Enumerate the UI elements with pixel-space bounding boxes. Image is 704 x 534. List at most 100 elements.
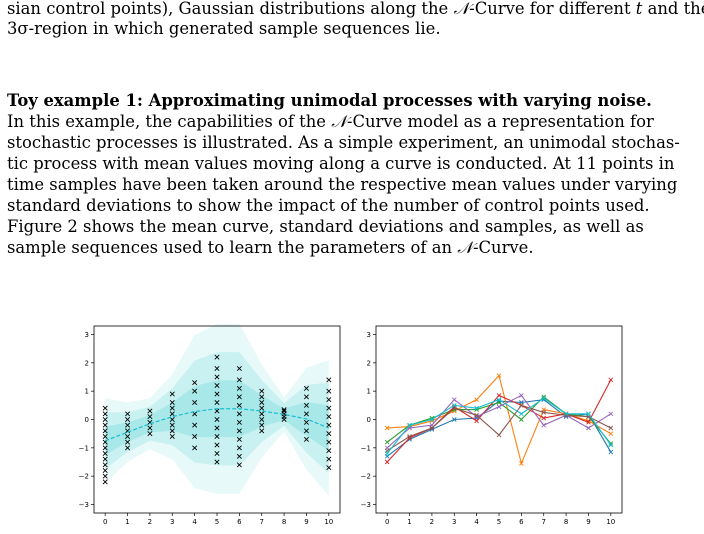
paragraph-line-2: In this example, the capabilities of the… bbox=[7, 112, 654, 132]
sample-marker bbox=[303, 394, 309, 400]
figure-right-sequences-plot: 0 1 2 3 4 5 6 7 8 9 10 −3 −2 −1 0 1 2 3 bbox=[361, 325, 623, 526]
sequence-point bbox=[474, 405, 479, 411]
sequence-line-1 bbox=[386, 399, 612, 457]
sample-marker bbox=[281, 407, 287, 413]
paragraph-line-3: stochastic processes is illustrated. As … bbox=[7, 133, 680, 152]
x-tick-label: 8 bbox=[282, 518, 286, 526]
sequence-point bbox=[586, 411, 591, 417]
x-tick-label: 2 bbox=[148, 518, 152, 526]
sample-marker bbox=[259, 388, 265, 394]
sample-marker bbox=[236, 377, 242, 383]
sequence-point bbox=[608, 431, 614, 436]
sample-marker bbox=[125, 422, 131, 428]
sample-marker bbox=[259, 405, 265, 411]
x-tick-label: 2 bbox=[430, 518, 434, 526]
x-tick-label: 5 bbox=[215, 518, 219, 526]
sample-marker bbox=[259, 394, 265, 400]
y-tick-label: 2 bbox=[367, 359, 371, 367]
para2-text-b: -Curve model as a representation for bbox=[346, 112, 654, 131]
y-tick-label: −2 bbox=[79, 473, 89, 481]
paragraph-heading: Toy example 1: Approximating unimodal pr… bbox=[7, 91, 652, 110]
x-tick-label: 3 bbox=[170, 518, 174, 526]
y-tick-label: 3 bbox=[85, 331, 89, 339]
caption-line-1: sian control points), Gaussian distribut… bbox=[7, 0, 704, 19]
sample-marker bbox=[102, 479, 108, 485]
sample-marker bbox=[326, 414, 332, 420]
x-tick-label: 6 bbox=[237, 518, 242, 526]
n-curve-symbol: 𝒩 bbox=[457, 238, 473, 257]
sample-marker bbox=[192, 433, 198, 440]
caption-text-b: -Curve for different bbox=[469, 0, 636, 18]
sample-marker bbox=[259, 399, 265, 406]
sequence-point bbox=[608, 442, 614, 448]
sample-marker bbox=[236, 428, 242, 434]
sample-marker bbox=[125, 411, 131, 417]
x-tick-label: 0 bbox=[385, 518, 389, 526]
sample-marker bbox=[147, 425, 153, 431]
sample-marker bbox=[281, 408, 287, 414]
y-tick-label: −3 bbox=[79, 501, 89, 509]
sample-marker bbox=[326, 422, 332, 428]
sample-marker bbox=[326, 465, 332, 471]
sample-marker bbox=[259, 422, 265, 428]
sample-marker bbox=[214, 391, 220, 397]
sample-marker bbox=[236, 419, 242, 425]
sample-marker bbox=[326, 377, 332, 383]
y-tick-label: −1 bbox=[79, 444, 89, 452]
sample-marker bbox=[192, 445, 198, 451]
figure-left-samples-plot: 0 1 2 3 4 5 6 7 8 9 10 −3 −2 −1 0 1 2 3 bbox=[79, 323, 341, 526]
sample-marker bbox=[147, 408, 153, 414]
sequence-point bbox=[407, 434, 412, 439]
sample-marker bbox=[236, 402, 242, 408]
sample-marker bbox=[102, 422, 108, 428]
sample-marker bbox=[214, 425, 220, 431]
sequence-point bbox=[496, 393, 502, 398]
x-tick-label: 0 bbox=[103, 518, 107, 526]
sample-marker bbox=[169, 416, 175, 423]
sample-marker bbox=[125, 416, 131, 423]
sample-marker bbox=[214, 365, 220, 372]
sequence-point bbox=[519, 403, 524, 408]
x-tick-label: 7 bbox=[541, 518, 545, 526]
x-tick-label: 4 bbox=[474, 518, 479, 526]
n-curve-symbol: 𝒩 bbox=[453, 0, 470, 18]
para8-text-a: sample sequences used to learn the param… bbox=[7, 238, 458, 257]
y-tick-label: 3 bbox=[367, 331, 371, 339]
sample-marker bbox=[125, 433, 131, 440]
sequence-point bbox=[541, 395, 547, 401]
sequence-point bbox=[519, 411, 524, 417]
sequence-point bbox=[541, 415, 547, 421]
x-tick-label: 10 bbox=[606, 518, 615, 526]
caption-text-c: and the bbox=[642, 0, 704, 18]
sequence-point bbox=[608, 425, 614, 431]
sequence-line-3 bbox=[386, 396, 612, 444]
sample-marker bbox=[125, 439, 131, 445]
sample-marker bbox=[214, 354, 220, 360]
para8-text-b: -Curve. bbox=[472, 238, 534, 257]
sequence-point bbox=[541, 410, 547, 415]
x-tick-label: 1 bbox=[407, 518, 411, 526]
sample-marker bbox=[214, 399, 220, 406]
sequence-point bbox=[384, 459, 390, 465]
sample-marker bbox=[102, 411, 108, 417]
x-tick-label: 1 bbox=[125, 518, 129, 526]
sample-marker bbox=[214, 450, 220, 457]
sample-marker bbox=[169, 428, 175, 434]
sequence-point bbox=[496, 404, 502, 410]
sample-marker bbox=[169, 399, 175, 406]
sample-marker bbox=[236, 411, 242, 417]
std-band-1sigma bbox=[105, 380, 329, 455]
sample-marker bbox=[169, 422, 175, 428]
sample-marker bbox=[102, 445, 108, 451]
sample-marker bbox=[192, 399, 198, 406]
sequence-point bbox=[586, 420, 591, 425]
sample-marker bbox=[236, 453, 242, 459]
sample-marker bbox=[259, 428, 265, 434]
sample-marker bbox=[303, 419, 309, 425]
y-tick-label: 2 bbox=[85, 359, 89, 367]
std-band-2sigma bbox=[105, 352, 329, 474]
x-tick-label: 4 bbox=[192, 518, 197, 526]
x-tick-label: 3 bbox=[452, 518, 456, 526]
sample-marker bbox=[214, 416, 220, 423]
y-tick-label: 1 bbox=[85, 388, 89, 396]
